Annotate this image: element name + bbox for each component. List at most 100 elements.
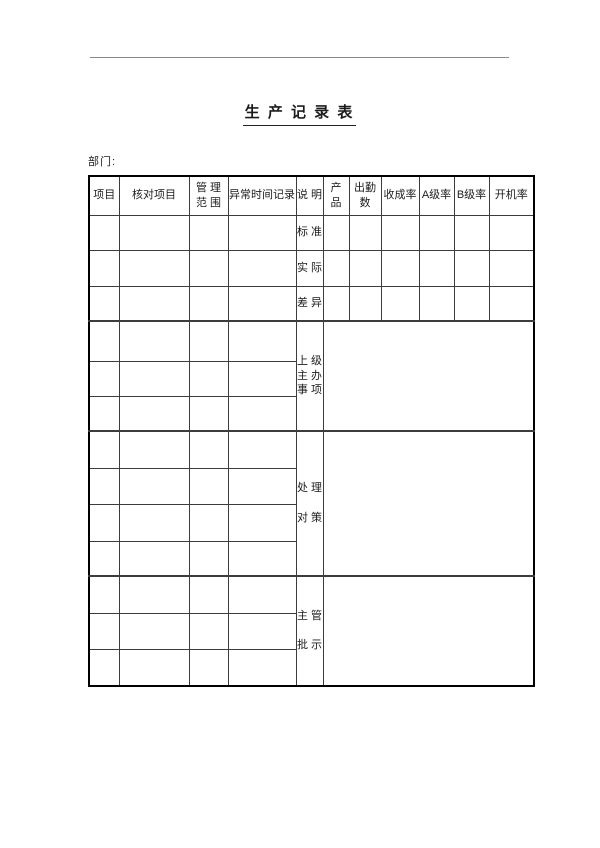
empty-cell [348, 214, 382, 251]
empty-cell [453, 214, 490, 251]
table-row [88, 467, 534, 505]
col-header-machine-uptime-rate: 开机率 [488, 175, 535, 216]
empty-cell [227, 467, 297, 505]
empty-cell [227, 540, 297, 577]
empty-cell [88, 214, 120, 251]
row-label-standard: 标 准 [295, 214, 324, 251]
empty-cell [227, 395, 297, 432]
title-container: 生 产 记 录 表 [90, 101, 509, 126]
empty-cell [88, 648, 120, 687]
empty-cell [227, 648, 297, 687]
col-header-description: 说 明 [295, 175, 324, 216]
empty-cell [118, 540, 190, 577]
superior-items-area [322, 320, 535, 432]
empty-cell [418, 214, 455, 251]
empty-cell [188, 612, 229, 650]
col-header-item: 项目 [88, 175, 120, 216]
col-header-yield-rate: 收成率 [380, 175, 420, 216]
empty-cell [322, 249, 350, 287]
section-label-manager-comments: 主 管 批 示 [295, 575, 324, 687]
empty-cell [380, 249, 420, 287]
empty-cell [188, 320, 229, 362]
col-header-attendance-count: 出勤数 [348, 175, 382, 216]
col-header-abnormal-time-record: 异常时间记录 [227, 175, 297, 216]
empty-cell [88, 540, 120, 577]
empty-cell [488, 249, 535, 287]
empty-cell [118, 612, 190, 650]
empty-cell [227, 320, 297, 362]
empty-cell [453, 285, 490, 322]
empty-cell [188, 214, 229, 251]
empty-cell [227, 285, 297, 322]
empty-cell [322, 285, 350, 322]
col-header-management-scope: 管 理 范 围 [188, 175, 229, 216]
empty-cell [118, 648, 190, 687]
empty-cell [227, 249, 297, 287]
empty-cell [227, 430, 297, 469]
empty-cell [118, 503, 190, 542]
empty-cell [188, 285, 229, 322]
empty-cell [380, 285, 420, 322]
header-rule-line [90, 57, 509, 58]
empty-cell [118, 430, 190, 469]
table-row [88, 503, 534, 542]
empty-cell [88, 612, 120, 650]
section-label-countermeasures: 处 理 对 策 [295, 430, 324, 577]
col-header-product: 产 品 [322, 175, 350, 216]
table-row: 主 管 批 示 [88, 575, 535, 687]
empty-cell [348, 285, 382, 322]
empty-cell [118, 249, 190, 287]
empty-cell [88, 430, 120, 469]
section-label-superior-items: 上 级 主 办 事 项 [295, 320, 324, 432]
empty-cell [227, 360, 297, 397]
empty-cell [188, 395, 229, 432]
col-header-check-items: 核对项目 [118, 175, 190, 216]
col-header-a-grade-rate: A级率 [418, 175, 455, 216]
empty-cell [418, 285, 455, 322]
empty-cell [188, 648, 229, 687]
empty-cell [88, 285, 120, 322]
empty-cell [88, 467, 120, 505]
col-header-b-grade-rate: B级率 [453, 175, 490, 216]
empty-cell [322, 214, 350, 251]
empty-cell [118, 575, 190, 614]
empty-cell [88, 575, 120, 614]
empty-cell [188, 467, 229, 505]
countermeasures-area [322, 430, 535, 577]
department-label: 部门: [88, 156, 117, 168]
empty-cell [118, 360, 190, 397]
empty-cell [188, 575, 229, 614]
table-row: 处 理 对 策 [88, 430, 535, 577]
row-label-actual: 实 际 [295, 249, 324, 287]
empty-cell [380, 214, 420, 251]
empty-cell [227, 575, 297, 614]
row-label-difference: 差 异 [295, 285, 324, 322]
empty-cell [88, 360, 120, 397]
form-title: 生 产 记 录 表 [242, 101, 357, 126]
empty-cell [88, 320, 120, 362]
empty-cell [418, 249, 455, 287]
empty-cell [227, 503, 297, 542]
table-row [88, 648, 534, 687]
difference-row: 差 异 [88, 285, 535, 322]
table-header-row: 项目 核对项目 管 理 范 围 异常时间记录 说 明 产 品 出勤数 收成率 A… [88, 175, 535, 216]
production-record-table: 项目 核对项目 管 理 范 围 异常时间记录 说 明 产 品 出勤数 收成率 A… [88, 175, 535, 687]
empty-cell [188, 430, 229, 469]
empty-cell [118, 467, 190, 505]
empty-cell [118, 395, 190, 432]
empty-cell [227, 612, 297, 650]
empty-cell [118, 214, 190, 251]
empty-cell [188, 540, 229, 577]
empty-cell [88, 503, 120, 542]
empty-cell [188, 249, 229, 287]
empty-cell [118, 285, 190, 322]
table-row [88, 395, 534, 432]
empty-cell [188, 503, 229, 542]
empty-cell [453, 249, 490, 287]
empty-cell [88, 395, 120, 432]
empty-cell [118, 320, 190, 362]
empty-cell [488, 285, 535, 322]
empty-cell [188, 360, 229, 397]
table-row [88, 612, 534, 650]
